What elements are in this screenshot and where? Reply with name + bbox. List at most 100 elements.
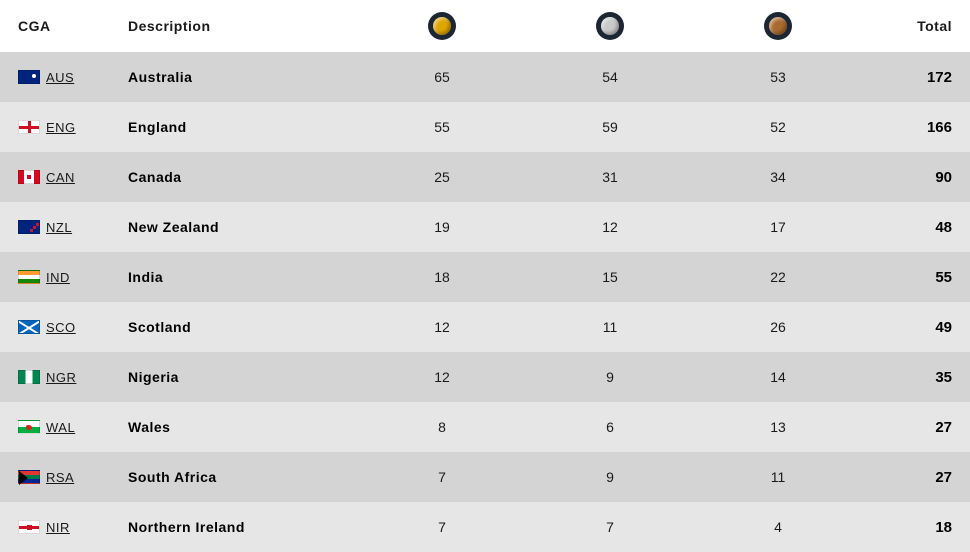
silver-medal-icon [596,12,624,40]
header-description: Description [128,18,358,34]
cga-code-link[interactable]: NZL [46,220,72,235]
bronze-cell: 13 [694,419,862,435]
cga-code-link[interactable]: NIR [46,520,70,535]
gold-cell: 12 [358,369,526,385]
bronze-cell: 17 [694,219,862,235]
silver-cell: 59 [526,119,694,135]
cga-cell: NZL [18,220,128,235]
header-gold [358,12,526,40]
total-cell: 27 [862,419,952,436]
table-row: ENG England555952166 [0,102,970,152]
silver-cell: 31 [526,169,694,185]
silver-cell: 9 [526,469,694,485]
flag-icon [18,370,40,384]
header-total: Total [862,18,952,34]
description-cell: Australia [128,69,358,85]
description-cell: Wales [128,419,358,435]
cga-cell: CAN [18,170,128,185]
cga-cell: IND [18,270,128,285]
bronze-cell: 4 [694,519,862,535]
cga-code-link[interactable]: WAL [46,420,75,435]
gold-cell: 25 [358,169,526,185]
gold-medal-icon [428,12,456,40]
bronze-cell: 52 [694,119,862,135]
cga-code-link[interactable]: NGR [46,370,76,385]
total-cell: 49 [862,319,952,336]
cga-cell: SCO [18,320,128,335]
description-cell: Scotland [128,319,358,335]
table-row: WAL Wales861327 [0,402,970,452]
bronze-cell: 11 [694,469,862,485]
gold-cell: 65 [358,69,526,85]
bronze-cell: 26 [694,319,862,335]
silver-cell: 54 [526,69,694,85]
gold-cell: 7 [358,469,526,485]
table-row: IND India18152255 [0,252,970,302]
table-row: CAN Canada25313490 [0,152,970,202]
table-row: AUS Australia655453172 [0,52,970,102]
table-row: RSA South Africa791127 [0,452,970,502]
cga-code-link[interactable]: SCO [46,320,76,335]
total-cell: 90 [862,169,952,186]
cga-cell: AUS [18,70,128,85]
silver-cell: 11 [526,319,694,335]
flag-icon [18,70,40,84]
total-cell: 35 [862,369,952,386]
cga-code-link[interactable]: RSA [46,470,74,485]
gold-cell: 7 [358,519,526,535]
flag-icon [18,420,40,434]
total-cell: 18 [862,519,952,536]
cga-cell: RSA [18,470,128,485]
cga-code-link[interactable]: IND [46,270,70,285]
total-cell: 172 [862,69,952,86]
cga-code-link[interactable]: CAN [46,170,75,185]
flag-icon [18,170,40,184]
description-cell: Canada [128,169,358,185]
header-bronze [694,12,862,40]
table-row: SCO Scotland12112649 [0,302,970,352]
bronze-cell: 34 [694,169,862,185]
flag-icon [18,120,40,134]
gold-cell: 12 [358,319,526,335]
flag-icon [18,470,40,484]
header-cga: CGA [18,18,128,34]
description-cell: India [128,269,358,285]
cga-cell: ENG [18,120,128,135]
table-header-row: CGA Description Total [0,0,970,52]
cga-code-link[interactable]: ENG [46,120,76,135]
medal-table: CGA Description Total AUSAustralia655453… [0,0,970,552]
silver-cell: 7 [526,519,694,535]
bronze-cell: 22 [694,269,862,285]
table-row: NGR Nigeria1291435 [0,352,970,402]
cga-cell: NGR [18,370,128,385]
silver-cell: 6 [526,419,694,435]
flag-icon [18,520,40,534]
description-cell: Nigeria [128,369,358,385]
silver-cell: 12 [526,219,694,235]
description-cell: New Zealand [128,219,358,235]
flag-icon [18,220,40,234]
cga-cell: NIR [18,520,128,535]
total-cell: 166 [862,119,952,136]
silver-cell: 9 [526,369,694,385]
total-cell: 48 [862,219,952,236]
total-cell: 27 [862,469,952,486]
header-silver [526,12,694,40]
table-body: AUSAustralia655453172ENGEngland555952166… [0,52,970,552]
description-cell: England [128,119,358,135]
cga-code-link[interactable]: AUS [46,70,74,85]
silver-cell: 15 [526,269,694,285]
flag-icon [18,320,40,334]
description-cell: Northern Ireland [128,519,358,535]
bronze-cell: 14 [694,369,862,385]
gold-cell: 55 [358,119,526,135]
total-cell: 55 [862,269,952,286]
bronze-medal-icon [764,12,792,40]
gold-cell: 19 [358,219,526,235]
table-row: NZL New Zealand19121748 [0,202,970,252]
gold-cell: 18 [358,269,526,285]
description-cell: South Africa [128,469,358,485]
gold-cell: 8 [358,419,526,435]
flag-icon [18,270,40,284]
bronze-cell: 53 [694,69,862,85]
